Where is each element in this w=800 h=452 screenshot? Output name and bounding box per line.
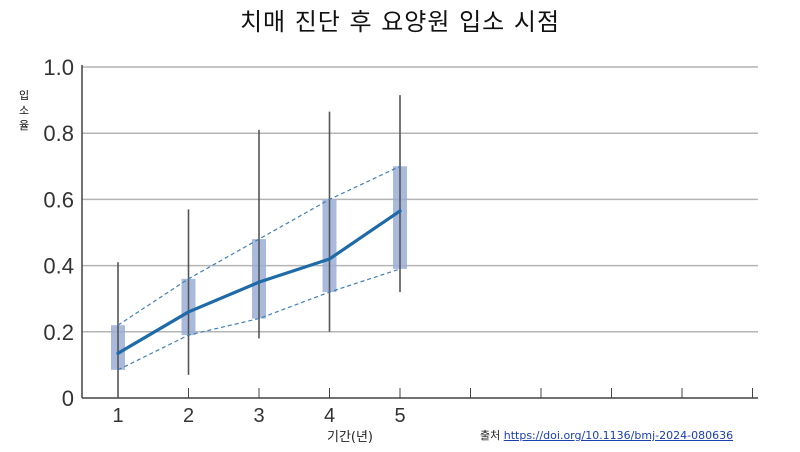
y-tick-label: 0.2 xyxy=(43,320,74,345)
source-prefix: 출처 xyxy=(480,429,501,442)
data-point xyxy=(257,280,261,284)
x-tick-label: 4 xyxy=(324,405,335,427)
y-tick-label: 0.8 xyxy=(43,121,74,146)
x-tick-label: 2 xyxy=(183,405,194,427)
y-tick-label: 1.0 xyxy=(43,55,74,80)
y-tick-label: 0.6 xyxy=(43,187,74,212)
y-tick-label: 0 xyxy=(62,386,74,411)
y-axis-label: 입소율 xyxy=(18,89,30,132)
source-link[interactable]: https://doi.org/10.1136/bmj-2024-080636 xyxy=(503,429,734,442)
x-tick-label: 1 xyxy=(112,405,123,427)
source-note: 출처 https://doi.org/10.1136/bmj-2024-0806… xyxy=(480,427,733,443)
ci-upper-dashed-line xyxy=(117,165,401,326)
x-axis-label: 기간(년) xyxy=(326,430,374,445)
x-tick-label: 3 xyxy=(253,405,264,427)
chart-title: 치매 진단 후 요양원 입소 시점 xyxy=(239,8,561,36)
x-tick-label: 5 xyxy=(394,405,405,427)
data-point xyxy=(398,209,402,213)
ci-lower-dashed-line xyxy=(117,268,401,371)
y-tick-label: 0.4 xyxy=(43,254,74,279)
data-point xyxy=(187,310,190,314)
data-point xyxy=(328,257,331,261)
data-point xyxy=(116,351,120,355)
